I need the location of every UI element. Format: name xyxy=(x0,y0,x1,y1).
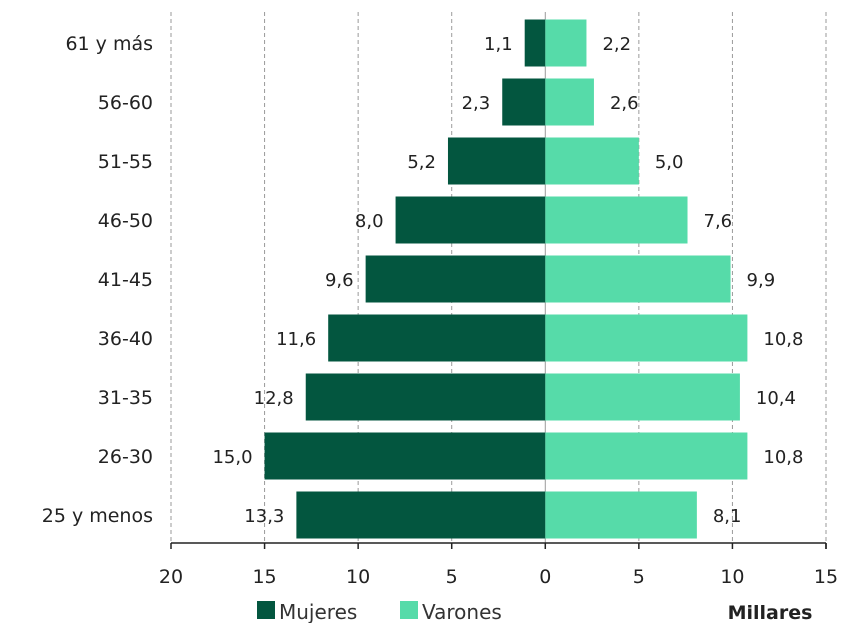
x-tick-label: 15 xyxy=(252,566,276,588)
value-label-varones: 7,6 xyxy=(704,211,733,232)
x-tick-label: 20 xyxy=(159,566,183,588)
x-tick-label: 0 xyxy=(539,566,551,588)
legend-label: Varones xyxy=(422,600,502,623)
bar-varones xyxy=(545,19,587,67)
value-label-mujeres: 5,2 xyxy=(407,152,436,173)
value-label-varones: 10,8 xyxy=(763,447,803,468)
value-label-varones: 10,8 xyxy=(763,329,803,350)
legend-label: Mujeres xyxy=(279,600,357,623)
bar-varones xyxy=(545,255,731,303)
x-tick-label: 5 xyxy=(446,566,458,588)
bar-mujeres xyxy=(395,196,546,244)
value-label-mujeres: 12,8 xyxy=(254,388,294,409)
value-label-mujeres: 1,1 xyxy=(484,34,513,55)
x-tick-label: 5 xyxy=(633,566,645,588)
value-label-mujeres: 2,3 xyxy=(462,93,491,114)
category-label: 25 y menos xyxy=(42,505,153,527)
category-label: 26-30 xyxy=(98,446,153,468)
legend: Mujeres Varones xyxy=(257,600,502,623)
category-labels: 61 y más 56-60 51-55 46-50 41-45 36-40 31-35 26… xyxy=(42,33,153,527)
legend-swatch xyxy=(257,601,275,619)
bar-mujeres xyxy=(524,19,546,67)
category-label: 51-55 xyxy=(98,151,153,173)
value-label-varones: 2,2 xyxy=(602,34,631,55)
value-label-mujeres: 9,6 xyxy=(325,270,354,291)
bar-varones xyxy=(545,78,594,126)
value-label-mujeres: 11,6 xyxy=(276,329,316,350)
x-tick-label: 15 xyxy=(814,566,838,588)
value-label-varones: 9,9 xyxy=(747,270,776,291)
value-label-mujeres: 13,3 xyxy=(244,506,284,527)
bar-mujeres xyxy=(502,78,546,126)
legend-swatch xyxy=(400,601,418,619)
bar-mujeres xyxy=(365,255,546,303)
category-label: 41-45 xyxy=(98,269,153,291)
x-tick-label: 10 xyxy=(720,566,744,588)
value-label-varones: 5,0 xyxy=(655,152,684,173)
x-tick-label: 10 xyxy=(346,566,370,588)
bar-varones xyxy=(545,373,740,421)
value-label-varones: 8,1 xyxy=(713,506,742,527)
value-label-varones: 2,6 xyxy=(610,93,639,114)
bar-varones xyxy=(545,432,748,480)
value-label-varones: 10,4 xyxy=(756,388,796,409)
value-label-mujeres: 15,0 xyxy=(212,447,252,468)
bar-mujeres xyxy=(328,314,546,362)
bar-varones xyxy=(545,314,748,362)
category-label: 36-40 xyxy=(98,328,153,350)
category-label: 56-60 xyxy=(98,92,153,114)
bar-mujeres xyxy=(447,137,546,185)
bar-varones xyxy=(545,196,688,244)
value-label-mujeres: 8,0 xyxy=(355,211,384,232)
bar-mujeres xyxy=(264,432,546,480)
x-axis: 20 15 10 5 0 5 10 15 xyxy=(159,542,838,588)
category-label: 61 y más xyxy=(65,33,153,55)
bar-varones xyxy=(545,491,697,539)
bars xyxy=(264,19,748,539)
bar-mujeres xyxy=(305,373,546,421)
category-label: 46-50 xyxy=(98,210,153,232)
value-labels: 1,1 2,2 2,3 2,6 5,2 5,0 8,0 7,6 9,6 9,9 11,6 10,8 12… xyxy=(212,34,803,527)
units-label: Millares xyxy=(728,602,813,623)
bar-mujeres xyxy=(296,491,546,539)
bar-varones xyxy=(545,137,639,185)
category-label: 31-35 xyxy=(98,387,153,409)
